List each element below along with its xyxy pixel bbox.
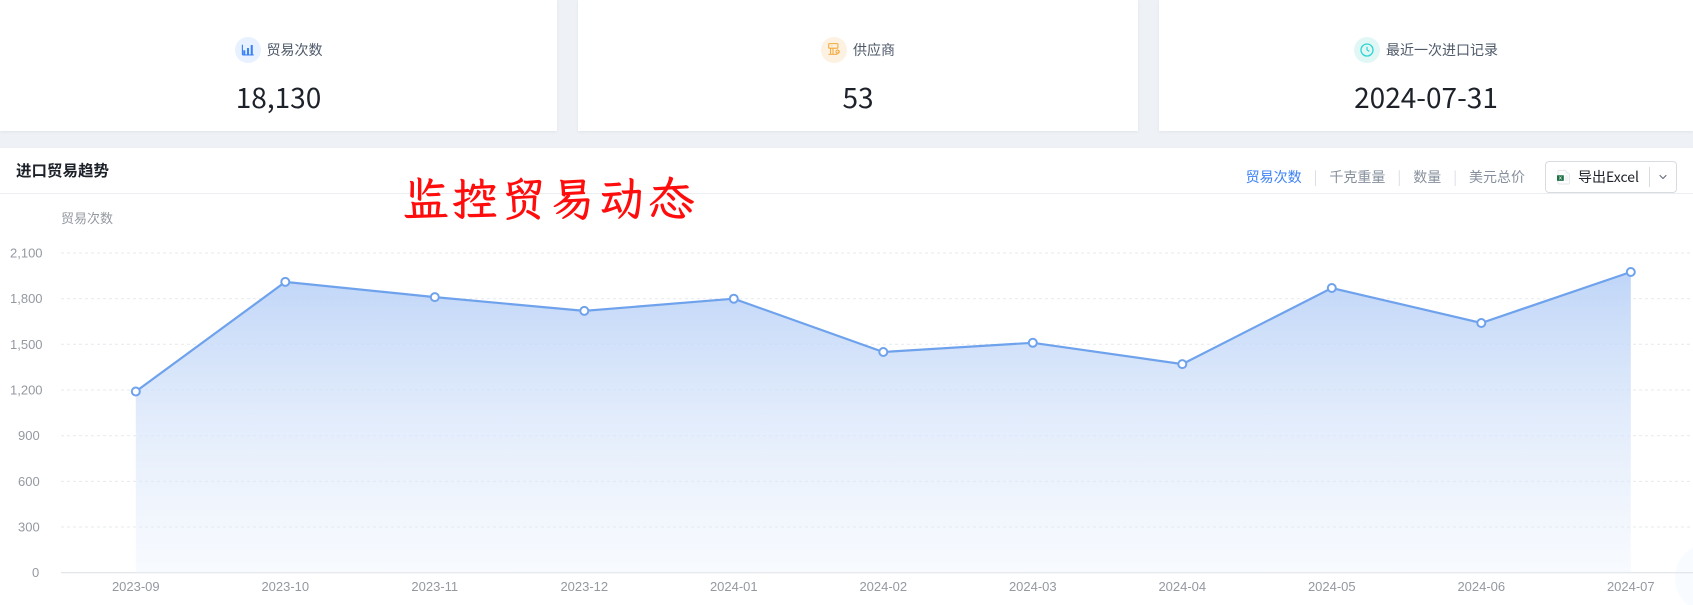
svg-text:1,200: 1,200	[10, 383, 43, 398]
svg-text:2024-01: 2024-01	[710, 579, 758, 594]
svg-text:2023-09: 2023-09	[112, 579, 160, 594]
svg-text:2024-03: 2024-03	[1009, 579, 1057, 594]
svg-text:2024-04: 2024-04	[1158, 579, 1206, 594]
svg-text:1,500: 1,500	[10, 337, 43, 352]
svg-text:2023-11: 2023-11	[411, 579, 458, 594]
svg-text:900: 900	[18, 428, 40, 443]
svg-text:2024-02: 2024-02	[859, 579, 907, 594]
svg-text:2023-12: 2023-12	[560, 579, 608, 594]
svg-text:2024-07: 2024-07	[1607, 579, 1655, 594]
svg-text:2,100: 2,100	[10, 246, 43, 261]
svg-text:2024-05: 2024-05	[1308, 579, 1356, 594]
svg-text:2024-06: 2024-06	[1457, 579, 1505, 594]
svg-text:2023-10: 2023-10	[261, 579, 309, 594]
svg-text:1,800: 1,800	[10, 291, 43, 306]
svg-text:600: 600	[18, 474, 40, 489]
svg-text:300: 300	[18, 520, 40, 535]
svg-text:贸易次数: 贸易次数	[61, 211, 113, 226]
svg-text:0: 0	[32, 565, 39, 580]
